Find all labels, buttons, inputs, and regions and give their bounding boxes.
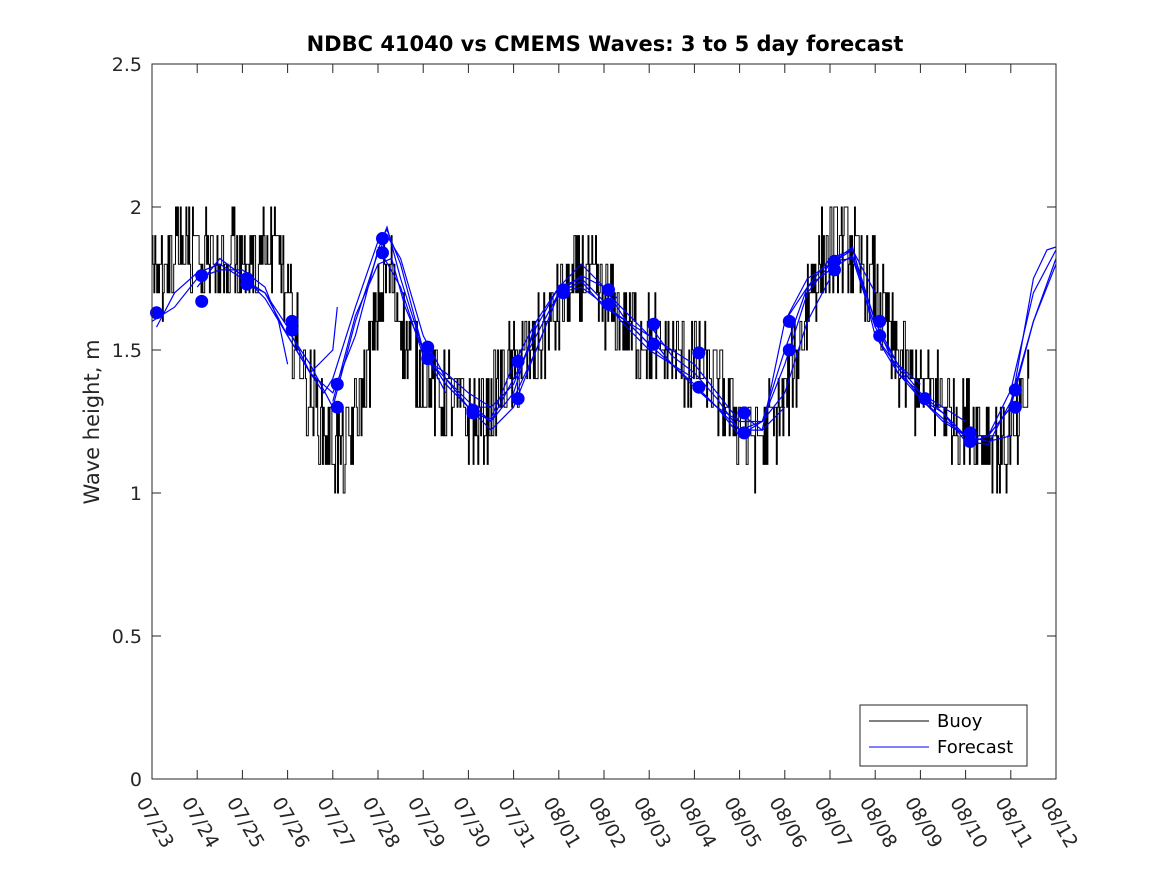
forecast-marker <box>556 286 570 300</box>
legend-buoy-label: Buoy <box>937 711 983 732</box>
forecast-marker <box>240 277 254 291</box>
y-tick-label: 1.5 <box>112 340 142 362</box>
chart-title: NDBC 41040 vs CMEMS Waves: 3 to 5 day fo… <box>307 32 904 56</box>
forecast-marker <box>1008 400 1022 414</box>
forecast-marker <box>918 392 932 406</box>
forecast-marker <box>647 337 661 351</box>
forecast-marker <box>195 269 209 283</box>
forecast-marker <box>1008 383 1022 397</box>
forecast-line <box>468 277 695 420</box>
forecast-line <box>377 246 618 423</box>
forecast-marker <box>195 294 209 308</box>
legend: Buoy Forecast <box>859 704 1028 767</box>
forecast-marker <box>963 435 977 448</box>
forecast-marker <box>421 340 435 354</box>
forecast-marker <box>150 306 163 320</box>
forecast-markers <box>150 232 1022 448</box>
plot-area <box>150 63 1057 780</box>
legend-forecast-label: Forecast <box>937 737 1013 758</box>
forecast-series <box>151 225 1057 446</box>
forecast-marker <box>873 329 887 343</box>
y-tick-label: 0.5 <box>112 626 142 648</box>
forecast-marker <box>873 314 887 328</box>
y-tick-label: 1 <box>130 483 142 505</box>
forecast-marker <box>421 352 435 366</box>
forecast-line <box>155 263 338 374</box>
forecast-marker <box>466 406 480 420</box>
forecast-marker <box>285 323 299 337</box>
forecast-marker <box>782 343 796 357</box>
forecast-marker <box>602 297 615 311</box>
forecast-marker <box>737 426 751 440</box>
y-tick-label: 2 <box>130 197 142 219</box>
forecast-marker <box>376 232 389 245</box>
forecast-marker <box>511 354 525 368</box>
forecast-marker <box>511 392 525 406</box>
forecast-marker <box>692 380 706 394</box>
y-tick-label: 0 <box>130 769 142 791</box>
forecast-marker <box>692 346 706 360</box>
y-tick-label: 2.5 <box>112 54 142 76</box>
forecast-marker <box>782 314 796 328</box>
forecast-marker <box>330 377 344 391</box>
axes-background <box>152 64 1056 779</box>
forecast-line <box>965 246 1057 445</box>
forecast-marker <box>647 317 661 331</box>
forecast-line <box>151 269 289 365</box>
forecast-marker <box>330 400 344 414</box>
forecast-marker <box>828 263 841 277</box>
legend-box <box>859 704 1028 767</box>
forecast-marker <box>737 406 751 420</box>
forecast-marker <box>376 246 389 260</box>
y-axis: 0 0.5 1 1.5 2 2.5 <box>112 54 1056 791</box>
y-axis-label: Wave height, m <box>80 339 104 504</box>
forecast-marker <box>602 283 615 297</box>
